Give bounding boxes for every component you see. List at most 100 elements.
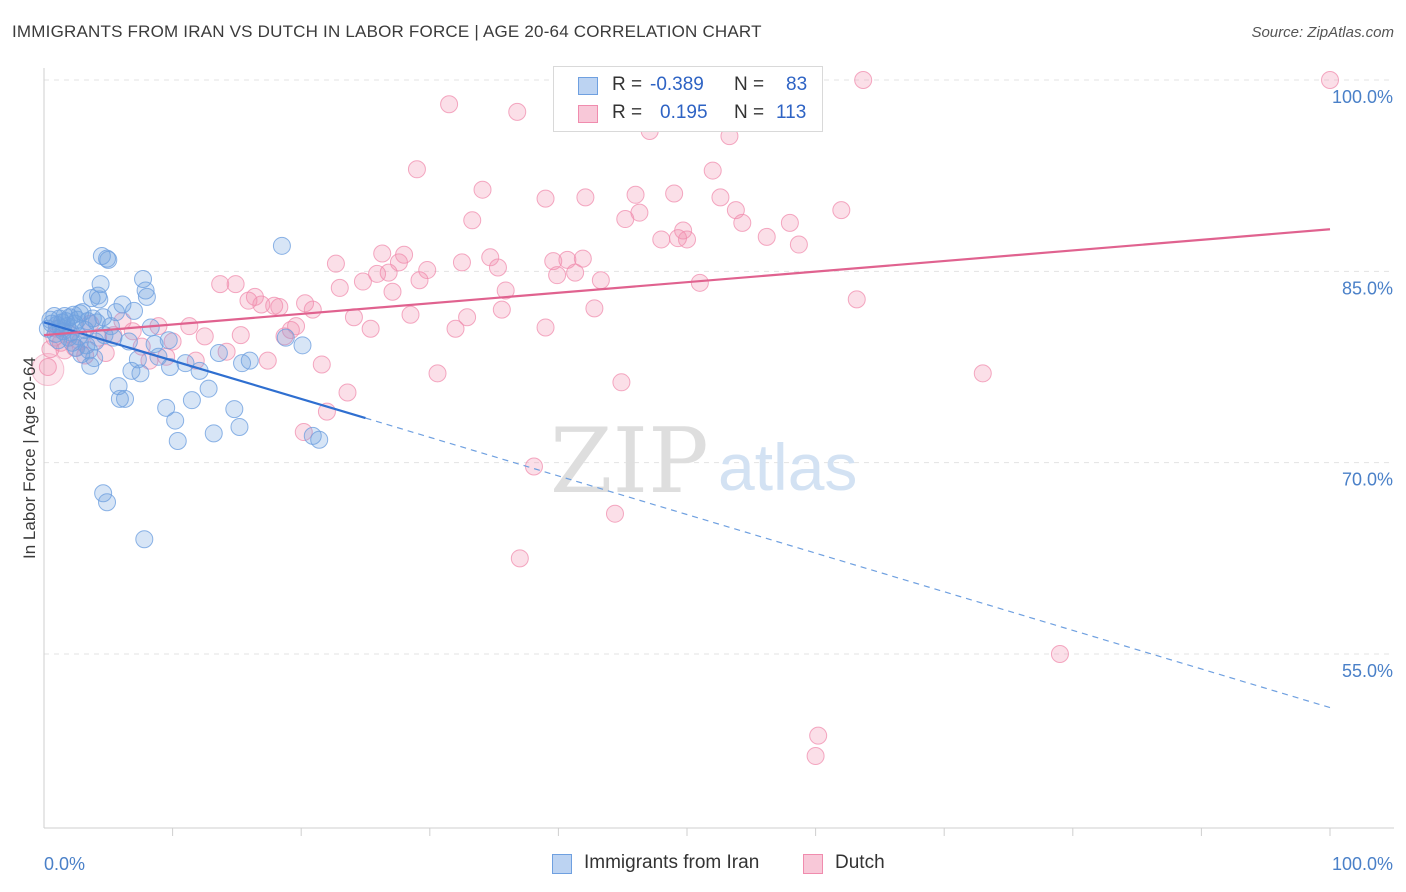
zipatlas-watermark: ZIP atlas [550,409,857,514]
data-point-dutch [217,342,236,361]
n-label: N = [734,74,765,95]
x-tick-label: 0.0% [44,854,85,874]
data-point-iran [136,281,155,300]
data-point-dutch [733,213,752,232]
data-point-dutch [806,747,825,766]
y-tick-label: 85.0% [1342,278,1393,298]
data-point-dutch [245,287,264,306]
data-point-dutch [854,71,873,89]
y-tick-label: 55.0% [1342,661,1393,681]
data-point-dutch [258,351,277,370]
data-point-dutch [612,373,631,392]
data-point-dutch [585,299,604,318]
data-point-iran [98,249,117,268]
watermark-atlas: atlas [718,430,857,504]
data-point-dutch [473,180,492,199]
legend-swatch-iran [552,854,572,874]
data-point-iran [176,354,195,373]
data-point-iran [161,358,180,376]
data-point-iran [276,328,295,347]
data-point-dutch [711,188,730,207]
data-point-dutch [446,319,465,338]
data-point-dutch [548,266,567,285]
data-point-dutch [252,295,271,314]
data-point-iran [134,269,153,288]
data-point-iran [113,295,132,314]
data-point-dutch [832,201,851,220]
data-point-dutch [780,213,799,232]
data-point-iran [182,391,201,410]
data-point-dutch [703,161,722,180]
data-point-dutch [452,253,471,272]
data-point-dutch [757,227,776,246]
data-point-dutch [275,327,294,346]
stats-box: R = -0.389 N = 83 R = 0.195 N = 113 [553,66,823,132]
data-point-dutch [395,245,414,264]
data-point-dutch [353,272,372,291]
data-point-iran [310,430,329,449]
data-point-dutch [678,230,696,249]
data-point-dutch [630,203,649,222]
data-point-iran [90,290,109,309]
data-point-dutch [231,326,250,345]
data-point-iran [116,389,135,408]
data-point-dutch [294,423,313,442]
data-point-dutch [410,271,429,290]
data-point-dutch [496,281,515,300]
data-point-dutch [361,319,380,338]
data-point-iran [272,236,291,255]
data-point-dutch [652,230,671,249]
r-value-iran: -0.389 [650,74,704,95]
data-point-dutch [440,95,459,114]
data-point-dutch [536,189,555,208]
data-point-iran [125,301,144,320]
trend-line-dutch [43,228,1331,337]
data-point-dutch [481,248,500,267]
data-point-dutch [536,318,555,337]
data-point-dutch [492,300,511,319]
data-point-dutch [573,249,592,268]
data-point-dutch [566,263,585,282]
data-point-iran [107,303,126,322]
data-point-dutch [195,327,214,346]
data-point-dutch [287,317,306,336]
stats-swatch-iran [578,77,598,95]
data-point-dutch [226,275,245,294]
data-point-dutch [463,211,482,230]
data-point-dutch [296,294,315,313]
data-point-iran [209,343,228,362]
r-label: R = [612,102,643,123]
data-point-iran [157,398,176,417]
data-point-dutch [344,308,363,327]
data-point-dutch [383,282,402,301]
data-point-dutch [180,317,199,336]
data-point-dutch [407,160,426,179]
data-point-dutch [973,364,992,383]
data-point-dutch [418,261,437,280]
data-point-dutch [38,358,57,376]
data-point-dutch [789,235,808,254]
data-point-dutch [674,221,693,240]
r-label: R = [612,74,643,95]
data-point-dutch [373,244,392,263]
data-point-dutch [312,355,331,374]
tick-labels: 100.0% 85.0% 70.0% 55.0% 0.0% 100.0% [44,87,1393,874]
data-point-dutch [338,383,357,402]
legend-swatch-dutch [803,854,823,874]
data-point-dutch [626,185,645,204]
data-point-dutch [211,275,230,294]
data-point-dutch [1321,71,1339,89]
data-point-dutch [1050,645,1069,663]
data-point-dutch [458,308,477,327]
data-point-dutch [428,364,447,383]
data-point-dutch [326,254,345,273]
stats-row-iran: R = -0.389 N = 83 [554,71,822,101]
data-point-iran [131,364,150,383]
data-point-iran [98,493,117,512]
data-point-iran [110,389,129,408]
data-point-iran [168,431,187,450]
data-point-iran [94,484,113,503]
data-point-dutch [544,252,563,271]
r-value-dutch: 0.195 [660,102,708,123]
data-point-dutch [605,504,624,523]
